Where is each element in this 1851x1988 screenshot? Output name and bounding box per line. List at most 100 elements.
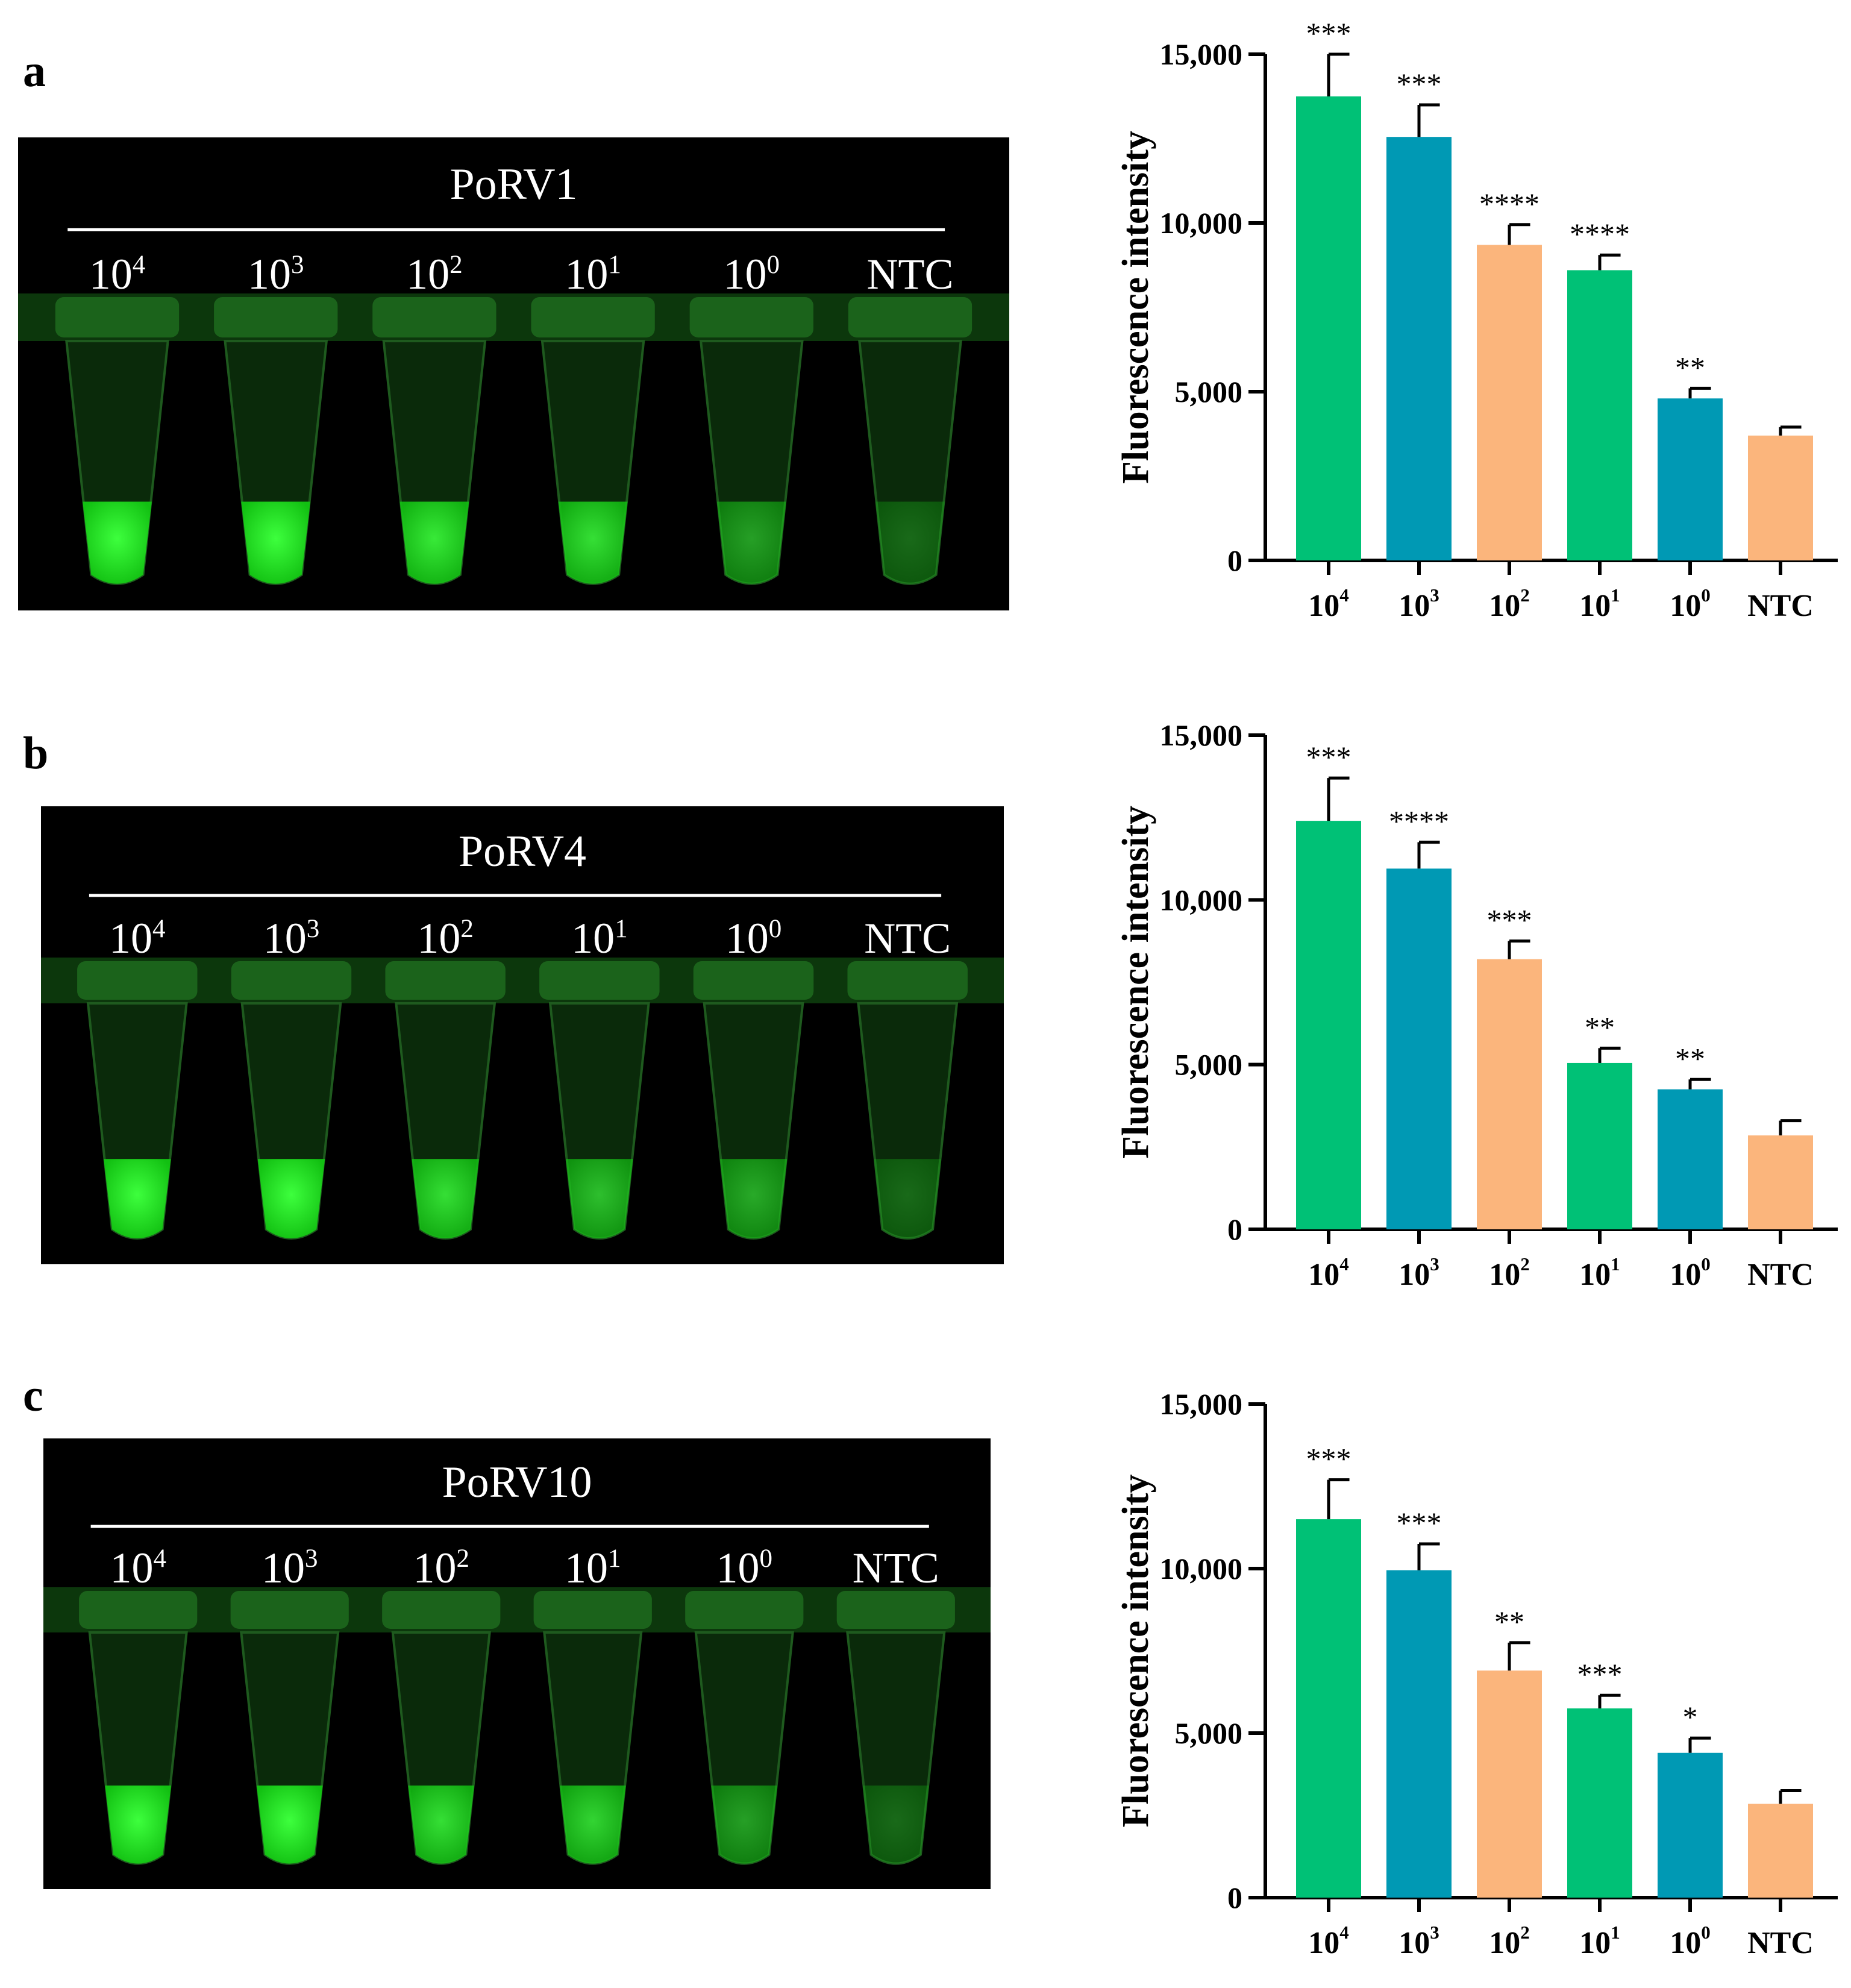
significance-label: *	[1683, 1700, 1698, 1734]
y-tick-label: 0	[1227, 544, 1242, 577]
significance-label: ****	[1570, 217, 1630, 251]
tube-fluorescence	[711, 1785, 778, 1864]
x-tick-label: 100	[1670, 1922, 1711, 1960]
lane-label: 104	[109, 914, 165, 962]
x-tick-label: 102	[1489, 1253, 1530, 1292]
bar	[1658, 398, 1723, 560]
photo-title: PoRV10	[442, 1458, 592, 1507]
x-tick-label: 103	[1398, 1922, 1439, 1960]
photo-background	[18, 137, 1009, 610]
tube-strip-band	[41, 958, 1004, 1003]
tube-fluorescence	[863, 1785, 929, 1864]
bar	[1386, 868, 1452, 1229]
tube-fluorescence	[105, 1785, 171, 1864]
bar	[1296, 96, 1361, 560]
bar	[1658, 1089, 1723, 1229]
tube-fluorescence	[558, 501, 628, 584]
significance-label: **	[1494, 1605, 1524, 1638]
tube-fluorescence	[874, 1159, 941, 1238]
photo-background	[41, 806, 1004, 1264]
significance-label: ***	[1306, 740, 1351, 774]
bar	[1477, 1670, 1542, 1898]
tube-fluorescence	[566, 1159, 633, 1238]
bar	[1658, 1752, 1723, 1898]
lane-label: 102	[406, 250, 463, 298]
x-tick-label: 103	[1398, 1253, 1439, 1292]
lane-label: 102	[413, 1544, 469, 1592]
lane-label: NTC	[864, 914, 951, 962]
y-tick-label: 15,000	[1160, 37, 1243, 71]
significance-label: ***	[1487, 903, 1532, 937]
tube	[685, 1591, 804, 1865]
significance-label: ****	[1389, 804, 1449, 838]
bar-chart-porv1: Fluorescence intensity 0 5,000 10,000 15,000…	[1115, 16, 1838, 623]
tube-fluorescence	[104, 1159, 171, 1238]
x-tick-label: 100	[1670, 1253, 1711, 1292]
tube-strip-band	[18, 293, 1009, 341]
panel-label-c: c	[23, 1370, 43, 1421]
bar	[1386, 137, 1452, 560]
tube	[693, 961, 814, 1240]
y-tick-label: 5,000	[1175, 375, 1243, 409]
tube	[77, 961, 198, 1240]
lane-label: 104	[89, 250, 146, 298]
tube	[372, 297, 496, 585]
y-axis-label: Fluorescence intensity	[1115, 806, 1156, 1159]
tube	[836, 1591, 955, 1865]
tube	[689, 297, 813, 585]
bar	[1567, 270, 1632, 560]
significance-label: ***	[1397, 67, 1442, 101]
tube	[533, 1591, 652, 1865]
x-tick-label: 100	[1670, 585, 1711, 623]
bar	[1748, 435, 1813, 560]
bar	[1296, 821, 1361, 1229]
tube-fluorescence	[241, 501, 311, 584]
tube	[230, 1591, 349, 1865]
x-tick-label: NTC	[1747, 1926, 1814, 1960]
significance-label: ***	[1306, 16, 1351, 50]
bar-chart-porv4: Fluorescence intensity 0 5,000 10,000 15,000…	[1115, 718, 1838, 1292]
lane-label: 101	[571, 914, 628, 962]
x-tick-label: 101	[1579, 1253, 1620, 1292]
bar	[1748, 1135, 1813, 1229]
y-axis-label: Fluorescence intensity	[1115, 1474, 1156, 1827]
bar-chart-porv10: Fluorescence intensity 0 5,000 10,000 15,000…	[1115, 1387, 1838, 1960]
y-tick-label: 10,000	[1160, 206, 1243, 240]
panel-label-a: a	[23, 46, 46, 96]
photo-title: PoRV4	[459, 827, 586, 876]
tube	[539, 961, 660, 1240]
tube-fluorescence	[399, 501, 469, 584]
tube-fluorescence	[408, 1785, 475, 1864]
photo-title: PoRV1	[449, 160, 577, 209]
bar	[1296, 1519, 1361, 1898]
tube	[55, 297, 180, 585]
y-tick-label: 10,000	[1160, 1552, 1243, 1585]
significance-label: **	[1675, 350, 1705, 384]
lane-label: 101	[565, 250, 621, 298]
tube-strip-band	[43, 1587, 991, 1632]
y-tick-label: 0	[1227, 1881, 1242, 1914]
bar	[1567, 1708, 1632, 1898]
bar	[1477, 959, 1542, 1229]
tube	[231, 961, 352, 1240]
lane-label: 100	[724, 250, 780, 298]
x-tick-label: 101	[1579, 585, 1620, 623]
bar	[1386, 1570, 1452, 1898]
tube-fluorescence	[719, 1159, 788, 1238]
y-tick-label: 5,000	[1175, 1716, 1243, 1750]
tube-fluorescence	[256, 1785, 323, 1864]
x-tick-label: 104	[1308, 1922, 1349, 1960]
tube	[382, 1591, 501, 1865]
x-tick-label: 103	[1398, 585, 1439, 623]
significance-label: ***	[1577, 1657, 1623, 1691]
x-tick-label: 104	[1308, 585, 1349, 623]
lane-label: 103	[263, 914, 319, 962]
lane-label: 100	[716, 1544, 773, 1592]
x-tick-label: NTC	[1747, 1258, 1814, 1292]
tube	[385, 961, 506, 1240]
significance-label: ***	[1397, 1506, 1442, 1540]
significance-label: **	[1585, 1010, 1615, 1044]
panel-label-b: b	[23, 728, 49, 779]
y-tick-label: 10,000	[1160, 883, 1243, 917]
lane-label: 100	[725, 914, 782, 962]
